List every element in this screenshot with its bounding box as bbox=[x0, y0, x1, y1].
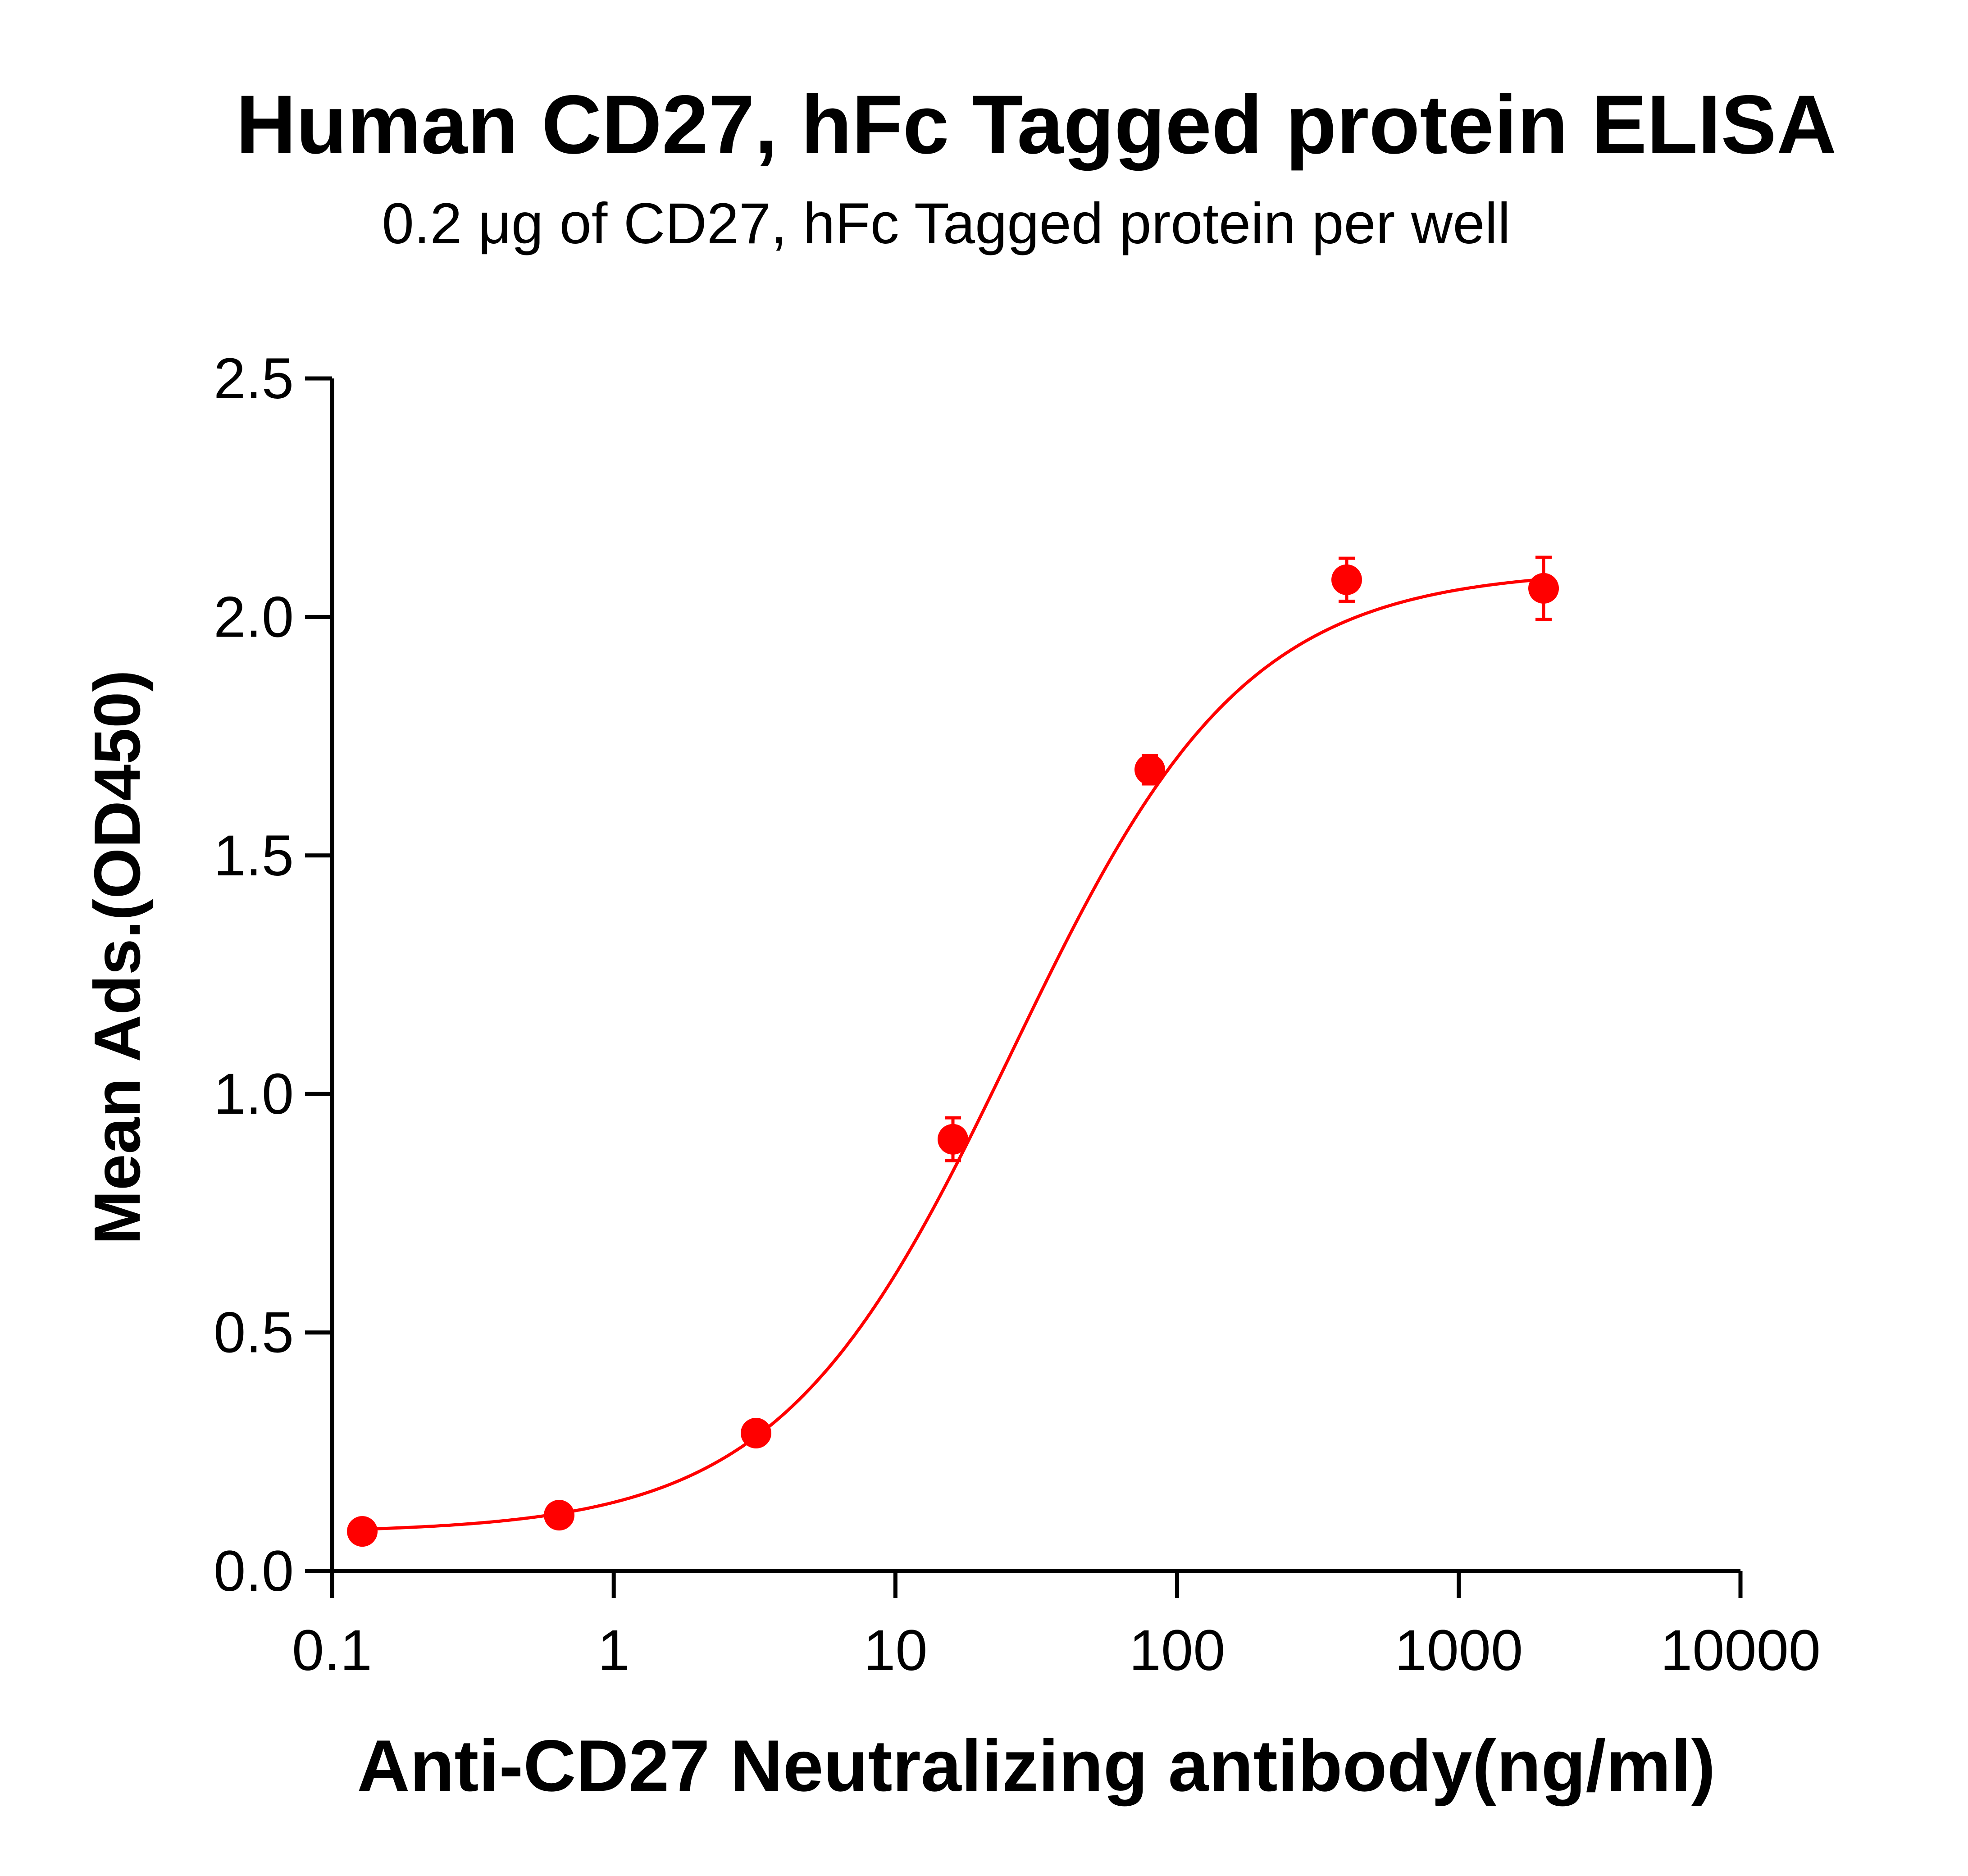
data-point bbox=[347, 1516, 378, 1547]
x-tick-label: 100 bbox=[1129, 1618, 1225, 1683]
plot-area: 0.0 0.5 1.0 1.5 2.0 2.5 0.1 1 10 100 1000 10000 bbox=[214, 346, 1821, 1683]
y-axis-label: Mean Ads.(OD450) bbox=[81, 670, 154, 1245]
x-tick-label: 1000 bbox=[1394, 1618, 1523, 1683]
x-axis-ticks: 0.1 1 10 100 1000 10000 bbox=[292, 1571, 1821, 1683]
data-point bbox=[1528, 573, 1559, 604]
data-point bbox=[1331, 564, 1362, 595]
data-point bbox=[741, 1418, 772, 1449]
y-tick-label: 1.0 bbox=[214, 1062, 294, 1126]
y-tick-label: 2.5 bbox=[214, 346, 294, 411]
x-tick-label: 0.1 bbox=[292, 1618, 372, 1683]
x-tick-label: 10 bbox=[863, 1618, 927, 1683]
y-tick-label: 2.0 bbox=[214, 585, 294, 649]
y-axis-ticks: 0.0 0.5 1.0 1.5 2.0 2.5 bbox=[214, 346, 332, 1603]
fit-curve bbox=[362, 578, 1544, 1531]
data-point bbox=[1134, 754, 1166, 785]
data-points bbox=[347, 556, 1559, 1547]
chart-subtitle: 0.2 μg of CD27, hFc Tagged protein per w… bbox=[382, 191, 1511, 256]
x-tick-label: 10000 bbox=[1660, 1618, 1821, 1683]
y-tick-label: 0.5 bbox=[214, 1301, 294, 1365]
chart-title: Human CD27, hFc Tagged protein ELISA bbox=[236, 78, 1836, 171]
x-tick-label: 1 bbox=[598, 1618, 630, 1683]
data-point bbox=[544, 1500, 575, 1531]
y-tick-label: 1.5 bbox=[214, 824, 294, 888]
data-point bbox=[938, 1124, 969, 1155]
y-tick-label: 0.0 bbox=[214, 1539, 294, 1603]
x-axis-label: Anti-CD27 Neutralizing antibody(ng/ml) bbox=[357, 1725, 1716, 1807]
